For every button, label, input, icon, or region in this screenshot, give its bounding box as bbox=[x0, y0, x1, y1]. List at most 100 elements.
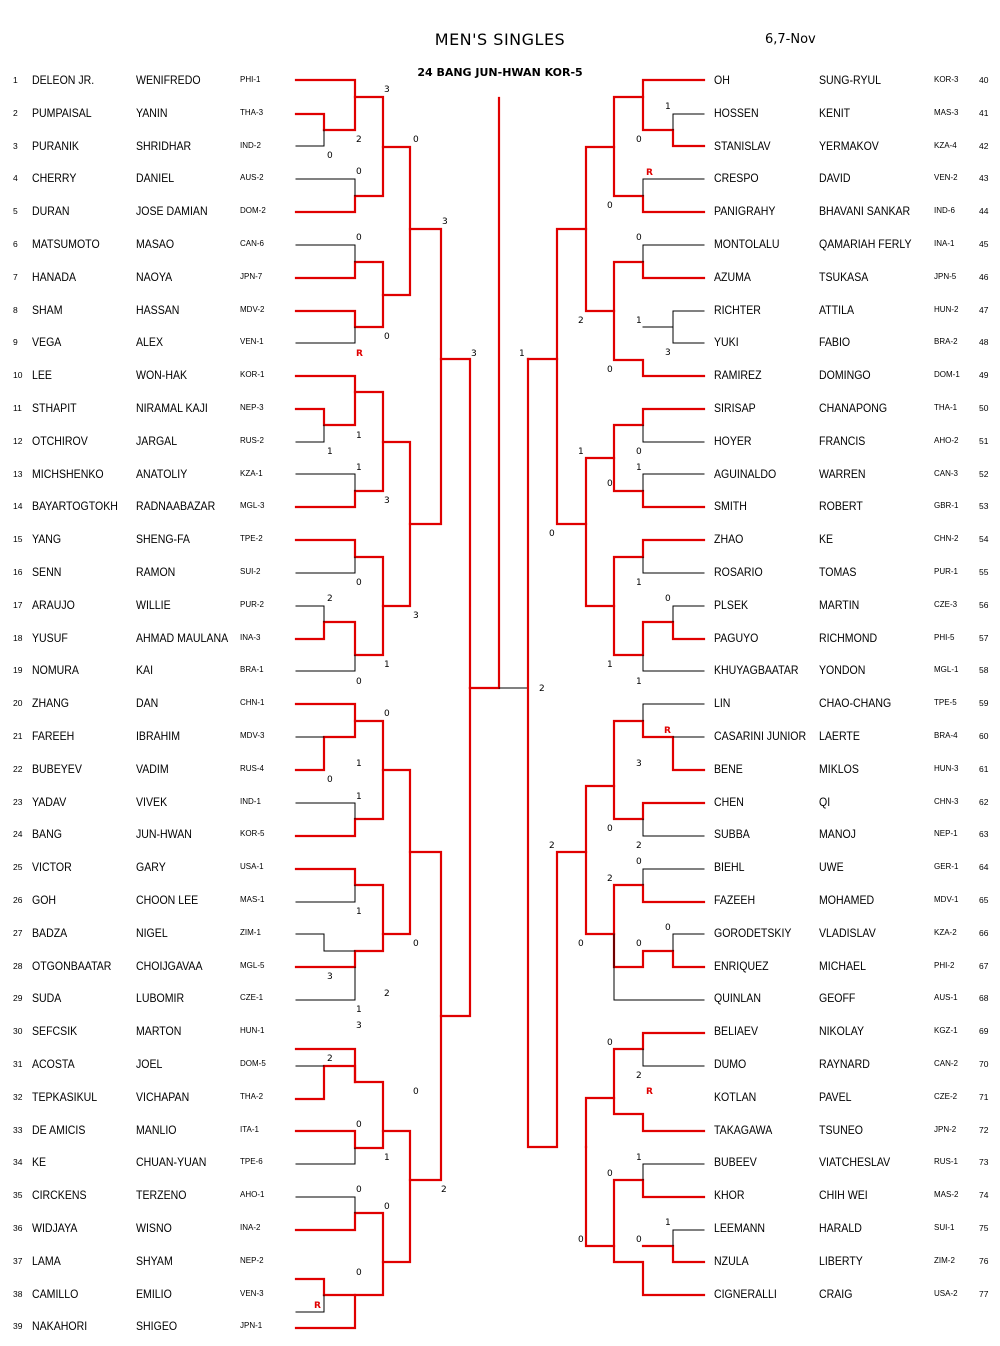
seed-number: 15 bbox=[13, 534, 23, 545]
svg-text:R: R bbox=[314, 1301, 321, 1311]
svg-text:2: 2 bbox=[327, 594, 333, 604]
player-given-name: KENIT bbox=[819, 105, 851, 120]
seed-number: 61 bbox=[979, 763, 989, 774]
seed-number: 64 bbox=[979, 862, 989, 873]
seed-number: 6 bbox=[13, 239, 18, 249]
svg-text:0: 0 bbox=[607, 365, 613, 375]
player-surname: SUBBA bbox=[714, 827, 750, 842]
country-code: ITA-1 bbox=[240, 1124, 259, 1134]
player-given-name: RAMON bbox=[136, 565, 176, 579]
player-row: FAZEEH MOHAMED MDV-1 65 bbox=[0, 890, 1000, 910]
player-row: 37 LAMA SHYAM NEP-2 bbox=[0, 1251, 1000, 1271]
svg-text:0: 0 bbox=[636, 447, 642, 457]
svg-text:0: 0 bbox=[636, 857, 642, 867]
player-given-name: MASAO bbox=[136, 237, 175, 251]
player-surname: SIRISAP bbox=[714, 401, 756, 415]
player-row: ROSARIO TOMAS PUR-1 55 bbox=[0, 562, 1000, 582]
seed-number: 13 bbox=[13, 468, 23, 479]
seed-number: 68 bbox=[979, 993, 989, 1004]
svg-text:0: 0 bbox=[636, 1235, 642, 1245]
player-surname: BANG bbox=[32, 827, 62, 842]
seed-number: 23 bbox=[13, 796, 23, 807]
player-surname: NZULA bbox=[714, 1253, 749, 1268]
player-given-name: VADIM bbox=[136, 761, 169, 776]
player-surname: QUINLAN bbox=[714, 991, 761, 1006]
svg-text:1: 1 bbox=[327, 447, 333, 457]
left-loser-paths bbox=[295, 129, 356, 1313]
player-surname: HOYER bbox=[714, 433, 752, 448]
seed-number: 36 bbox=[13, 1223, 23, 1233]
seed-number: 63 bbox=[979, 829, 989, 840]
retired-markers: R R R R R bbox=[314, 168, 671, 1311]
player-row: 10 LEE WON-HAK KOR-1 bbox=[0, 365, 1000, 385]
player-surname: LEEMANN bbox=[714, 1221, 766, 1235]
player-surname: ACOSTA bbox=[32, 1057, 75, 1071]
page-title: MEN'S SINGLES bbox=[434, 30, 566, 49]
seed-number: 37 bbox=[13, 1255, 23, 1266]
seed-number: 29 bbox=[13, 993, 23, 1004]
country-code: KOR-3 bbox=[934, 75, 959, 84]
seed-number: 42 bbox=[979, 140, 989, 151]
seed-number: 51 bbox=[979, 435, 989, 446]
country-code: USA-2 bbox=[934, 1288, 958, 1298]
player-surname: SUDA bbox=[32, 991, 62, 1006]
seed-number: 8 bbox=[13, 304, 18, 315]
svg-text:0: 0 bbox=[607, 479, 613, 489]
seed-number: 30 bbox=[13, 1026, 23, 1037]
seed-number: 72 bbox=[979, 1124, 989, 1135]
player-given-name: KAI bbox=[136, 663, 154, 678]
seed-number: 74 bbox=[979, 1190, 989, 1201]
player-given-name: WON-HAK bbox=[136, 368, 188, 383]
player-row: LIN CHAO-CHANG TPE-5 59 bbox=[0, 693, 1000, 713]
svg-text:1: 1 bbox=[356, 431, 362, 441]
player-given-name: RADNAABAZAR bbox=[136, 499, 216, 514]
svg-text:1: 1 bbox=[384, 660, 390, 670]
svg-text:0: 0 bbox=[356, 1120, 362, 1130]
svg-text:2: 2 bbox=[356, 135, 362, 145]
player-row: HOYER FRANCIS AHO-2 51 bbox=[0, 431, 1000, 451]
country-code: IND-2 bbox=[240, 140, 261, 150]
player-surname: KHOR bbox=[714, 1188, 745, 1203]
country-code: GER-1 bbox=[934, 862, 959, 872]
svg-text:2: 2 bbox=[539, 684, 545, 694]
player-row: 33 DE AMICIS MANLIO ITA-1 bbox=[0, 1120, 1000, 1140]
player-row: 13 MICHSHENKO ANATOLIY KZA-1 bbox=[0, 464, 1000, 484]
svg-text:0: 0 bbox=[607, 1169, 613, 1179]
country-code: TPE-6 bbox=[240, 1157, 263, 1167]
country-code: DOM-5 bbox=[240, 1059, 266, 1068]
country-code: NEP-1 bbox=[934, 829, 958, 839]
player-surname: AZUMA bbox=[714, 269, 751, 284]
player-given-name: JUN-HWAN bbox=[136, 827, 192, 842]
player-surname: BUBEEV bbox=[714, 1155, 757, 1170]
seed-number: 22 bbox=[13, 763, 23, 774]
player-given-name: DANIEL bbox=[136, 171, 175, 186]
seed-number: 14 bbox=[13, 501, 23, 512]
player-row: 39 NAKAHORI SHIGEO JPN-1 bbox=[0, 1316, 1000, 1336]
player-row: KHOR CHIH WEI MAS-2 74 bbox=[0, 1185, 1000, 1205]
country-code: AHO-2 bbox=[934, 435, 959, 445]
country-code: PUR-1 bbox=[934, 567, 959, 576]
seed-number: 2 bbox=[13, 107, 18, 118]
player-surname: ENRIQUEZ bbox=[714, 958, 769, 973]
svg-text:0: 0 bbox=[413, 1087, 419, 1097]
player-row: TAKAGAWA TSUNEO JPN-2 72 bbox=[0, 1120, 1000, 1140]
player-surname: KOTLAN bbox=[714, 1089, 757, 1104]
player-given-name: PAVEL bbox=[819, 1089, 852, 1104]
country-code: JPN-5 bbox=[934, 271, 957, 281]
country-code: GBR-1 bbox=[934, 501, 959, 511]
player-given-name: IBRAHIM bbox=[136, 729, 181, 743]
player-surname: SMITH bbox=[714, 499, 747, 514]
player-given-name: SUNG-RYUL bbox=[819, 73, 882, 87]
player-row: PAGUYO RICHMOND PHI-5 57 bbox=[0, 628, 1000, 648]
country-code: CHN-1 bbox=[240, 698, 265, 708]
svg-text:0: 0 bbox=[356, 1268, 362, 1278]
player-row: 30 SEFCSIK MARTON HUN-1 bbox=[0, 1021, 1000, 1041]
player-given-name: KE bbox=[819, 532, 834, 547]
seed-number: 31 bbox=[13, 1059, 23, 1069]
player-surname: DURAN bbox=[32, 204, 70, 219]
country-code: KGZ-1 bbox=[934, 1026, 958, 1036]
right-loser-paths bbox=[613, 113, 705, 1247]
svg-text:1: 1 bbox=[578, 447, 584, 457]
svg-text:0: 0 bbox=[665, 923, 671, 933]
player-given-name: MANOJ bbox=[819, 827, 856, 842]
